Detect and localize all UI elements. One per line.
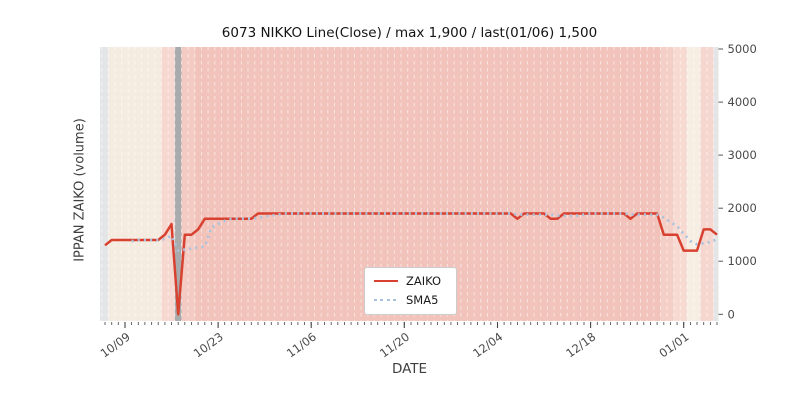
x-tick-label: 10/23 bbox=[191, 330, 226, 361]
day-band bbox=[673, 47, 688, 321]
dot bbox=[380, 298, 384, 302]
dot bbox=[386, 298, 390, 302]
x-tick-label: 12/04 bbox=[470, 330, 505, 361]
day-band bbox=[660, 47, 674, 321]
y-tick-label: 5000 bbox=[728, 42, 757, 56]
y-tick-label: 2000 bbox=[728, 201, 757, 215]
sma5-line bbox=[131, 212, 718, 252]
x-tick-label: 11/06 bbox=[284, 330, 319, 361]
x-tick-label: 12/18 bbox=[563, 330, 598, 361]
y-tick-label: 0 bbox=[728, 307, 735, 321]
y-tick-label: 3000 bbox=[728, 148, 757, 162]
x-tick-label: 11/20 bbox=[377, 330, 412, 361]
chart-title: 6073 NIKKO Line(Close) / max 1,900 / las… bbox=[221, 25, 598, 41]
day-band bbox=[100, 47, 109, 321]
background-bands bbox=[100, 47, 719, 321]
legend-item-zaiko: ZAIKO bbox=[374, 274, 447, 288]
day-band bbox=[181, 47, 195, 321]
legend-label-zaiko: ZAIKO bbox=[406, 274, 442, 288]
dot bbox=[374, 298, 377, 302]
y-tick-label: 1000 bbox=[728, 254, 757, 268]
y-axis-ticks: 0 1000 2000 3000 4000 5000 bbox=[718, 42, 757, 321]
legend-label-sma5: SMA5 bbox=[406, 293, 439, 307]
day-band bbox=[700, 47, 714, 321]
day-band bbox=[174, 47, 182, 321]
day-band bbox=[161, 47, 175, 321]
zaiko-line-swatch bbox=[374, 279, 398, 283]
day-band bbox=[687, 47, 701, 321]
sma5-dots-swatch bbox=[374, 298, 398, 302]
x-tick-label: 10/09 bbox=[98, 330, 133, 361]
dot bbox=[393, 298, 397, 302]
x-axis-ticks: 10/09 10/23 11/06 11/20 12/04 12/18 01/01 bbox=[98, 322, 718, 361]
day-band bbox=[108, 47, 162, 321]
legend: ZAIKO SMA5 bbox=[364, 267, 457, 315]
y-tick-label: 4000 bbox=[728, 95, 757, 109]
x-axis-label: DATE bbox=[391, 361, 428, 377]
day-band bbox=[713, 47, 719, 321]
legend-item-sma5: SMA5 bbox=[374, 293, 447, 307]
x-tick-label: 01/01 bbox=[656, 330, 691, 361]
